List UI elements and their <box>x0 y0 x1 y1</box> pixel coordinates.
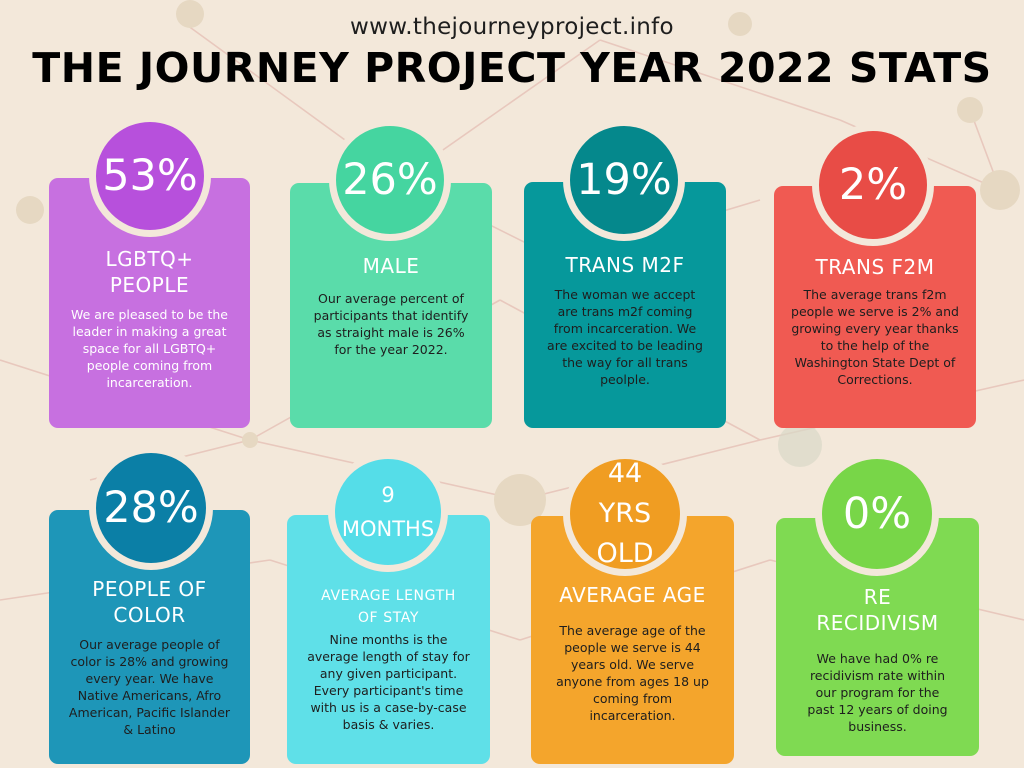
stat-circle: 53% <box>89 115 211 237</box>
stat-card-description: Nine months is the average length of sta… <box>307 632 470 732</box>
stat-value: 9 MONTHS <box>341 483 435 541</box>
stat-card-description: We are pleased to be the leader in makin… <box>71 307 228 390</box>
stat-card-description: Our average percent of participants that… <box>313 291 469 357</box>
stat-value: 0% <box>842 489 912 539</box>
stat-circle: 9 MONTHS <box>328 452 448 572</box>
stat-card-description: The average trans f2m people we serve is… <box>791 287 959 387</box>
stat-value: 28% <box>103 483 199 533</box>
stat-card-description: The average age of the people we serve i… <box>556 623 709 723</box>
stat-circle: 26% <box>329 119 451 241</box>
website-url[interactable]: www.thejourneyproject.info <box>350 14 674 40</box>
stat-value: 19% <box>576 155 672 205</box>
stat-circle: 19% <box>563 119 685 241</box>
stat-card-heading: MALE <box>362 254 420 278</box>
stat-card-trans-f2m: TRANS F2M The average trans f2m people w… <box>774 186 976 428</box>
stat-card-lgbtq: LGBTQ+ PEOPLE We are pleased to be the l… <box>49 178 250 428</box>
page-title: THE JOURNEY PROJECT YEAR 2022 STATS <box>32 44 992 92</box>
stat-circle: 0% <box>815 452 939 576</box>
stat-card-description: The woman we accept are trans m2f coming… <box>547 287 703 387</box>
stat-card-heading: RE RECIDIVISM <box>816 585 939 635</box>
stat-value: 44 YRS OLD <box>596 458 654 569</box>
stat-card-heading: TRANS M2F <box>565 253 685 277</box>
stat-circle: 2% <box>812 124 934 246</box>
stat-card-description: Our average people of color is 28% and g… <box>68 637 231 737</box>
stat-circle: 28% <box>89 446 213 570</box>
stat-card-heading: PEOPLE OF COLOR <box>92 577 207 627</box>
stat-value: 26% <box>342 155 438 205</box>
stat-card-description: We have had 0% re recidivism rate within… <box>807 651 948 734</box>
stat-card-heading: LGBTQ+ PEOPLE <box>105 247 194 297</box>
stat-value: 2% <box>838 160 908 210</box>
stat-card-heading: AVERAGE AGE <box>559 583 706 607</box>
stat-card-re-recidivism: RE RECIDIVISM We have had 0% re recidivi… <box>776 518 979 756</box>
stat-card-heading: AVERAGE LENGTH OF STAY <box>321 588 456 626</box>
stat-circle: 44 YRS OLD <box>563 452 687 576</box>
stat-value: 53% <box>102 151 198 201</box>
stat-card-heading: TRANS F2M <box>815 255 935 279</box>
